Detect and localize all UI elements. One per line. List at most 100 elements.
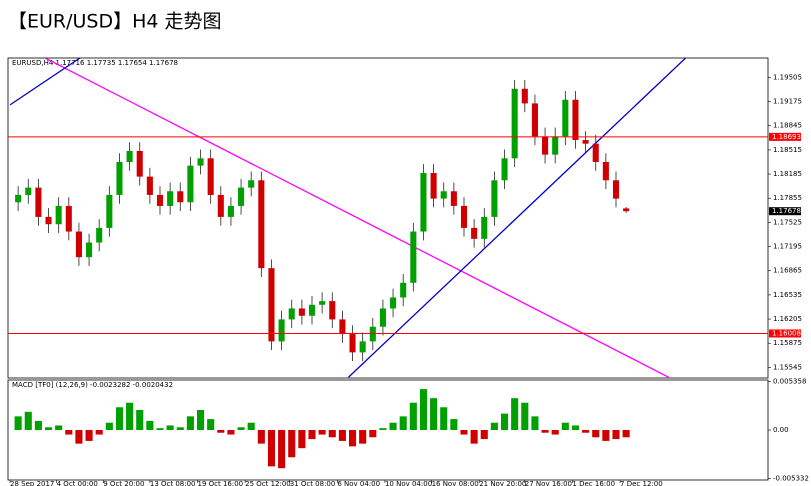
x-tick-label: 4 Oct 00:00: [57, 480, 98, 486]
x-tick-label: 13 Oct 08:00: [150, 480, 196, 486]
y-tick-label: 1.19175: [773, 98, 802, 106]
candle-body: [238, 187, 245, 206]
candle-body: [25, 187, 32, 195]
candle-body: [65, 205, 72, 232]
candle-body: [96, 227, 103, 243]
macd-bar: [65, 430, 73, 435]
candle-body: [278, 319, 285, 342]
candle-body: [612, 180, 620, 199]
y-tick-label: 1.16865: [773, 267, 802, 275]
macd-bar: [511, 398, 519, 430]
y-tick-label: 0.00: [773, 426, 789, 434]
candle-body: [501, 158, 508, 181]
macd-bar: [612, 430, 620, 440]
candle-body: [471, 227, 478, 239]
macd-bar: [318, 430, 326, 435]
candle-body: [582, 140, 589, 144]
macd-bar: [227, 430, 235, 435]
x-tick-label: 16 Nov 08:00: [432, 480, 479, 486]
macd-bar: [156, 428, 164, 430]
candle-body: [481, 216, 488, 239]
candle-body: [602, 161, 609, 181]
candle-body: [248, 180, 255, 188]
candle-body: [460, 205, 468, 228]
candle-body: [55, 205, 62, 225]
macd-bar: [115, 407, 124, 430]
x-tick-label: 10 Nov 04:00: [385, 480, 432, 486]
macd-bar: [348, 430, 357, 447]
candle-body: [531, 103, 538, 137]
candle-body: [35, 187, 42, 217]
x-tick-label: 7 Dec 12:00: [620, 480, 663, 486]
macd-bar: [298, 430, 306, 449]
candle-body: [136, 150, 143, 177]
macd-bar: [521, 402, 529, 430]
candle-body: [450, 191, 457, 206]
macd-bar: [247, 422, 255, 430]
candle-body: [197, 158, 204, 166]
candle-body: [258, 180, 265, 269]
candle-body: [592, 143, 599, 162]
macd-bar: [308, 430, 316, 440]
level-label: 1.16008: [772, 329, 801, 337]
macd-bar: [561, 422, 569, 430]
price-header: EURUSD,H4 1.17716 1.17735 1.17654 1.1767…: [12, 59, 178, 67]
y-tick-label: 1.18185: [773, 170, 802, 178]
macd-bar: [257, 430, 265, 444]
candle-body: [542, 136, 549, 155]
candle-body: [521, 88, 528, 104]
macd-bar: [571, 425, 580, 430]
macd-bar: [24, 411, 32, 430]
candle-body: [420, 172, 427, 232]
candle-body: [268, 268, 275, 342]
y-tick-label: 1.16205: [773, 315, 802, 323]
y-tick-label: -0.005332: [773, 474, 809, 482]
macd-bar: [450, 419, 458, 430]
macd-bar: [369, 430, 377, 438]
candle-body: [410, 231, 417, 283]
macd-bar: [288, 430, 296, 458]
macd-bar: [379, 428, 387, 430]
macd-bar: [399, 416, 407, 430]
level-label: 1.18693: [772, 133, 801, 141]
candle-body: [207, 158, 214, 195]
y-tick-label: 1.16535: [773, 291, 802, 299]
price-tag: [769, 207, 801, 216]
macd-bar: [237, 427, 245, 430]
macd-bar: [166, 425, 174, 430]
macd-bar: [409, 402, 417, 430]
macd-bar: [136, 410, 144, 430]
macd-bar: [105, 422, 113, 430]
x-tick-label: 19 Oct 16:00: [197, 480, 243, 486]
y-tick-label: 1.17855: [773, 194, 802, 202]
x-tick-label: 31 Oct 08:00: [290, 480, 336, 486]
macd-bar: [95, 430, 103, 435]
y-tick-label: 1.18515: [773, 146, 802, 154]
macd-bar: [359, 430, 367, 444]
chart-title: 【EUR/USD】H4 走势图: [8, 11, 222, 33]
macd-header: MACD [TF0] (12,26,9) -0.0023282 -0.00204…: [12, 381, 173, 389]
macd-bar: [207, 419, 215, 430]
plot-area: [9, 58, 687, 378]
current-price: 1.17678: [772, 207, 801, 215]
y-tick-label: 1.15545: [773, 363, 802, 371]
macd-bar: [460, 430, 468, 435]
macd-bar: [176, 427, 184, 430]
candle-body: [217, 194, 224, 217]
macd-bar: [85, 430, 93, 441]
candle-body: [572, 99, 579, 141]
macd-bar: [490, 422, 498, 430]
macd-bar: [34, 420, 42, 430]
macd-bar: [389, 422, 397, 430]
candle-body: [298, 308, 305, 316]
y-tick-label: 1.17195: [773, 243, 802, 251]
candle-body: [552, 136, 559, 155]
trendline: [9, 58, 81, 106]
macd-bar: [541, 430, 549, 433]
candle-body: [319, 301, 326, 305]
macd-bar: [196, 410, 205, 430]
macd-bar: [551, 430, 559, 435]
candle-body: [45, 216, 52, 225]
candle-body: [623, 208, 630, 212]
candle-body: [177, 191, 184, 203]
